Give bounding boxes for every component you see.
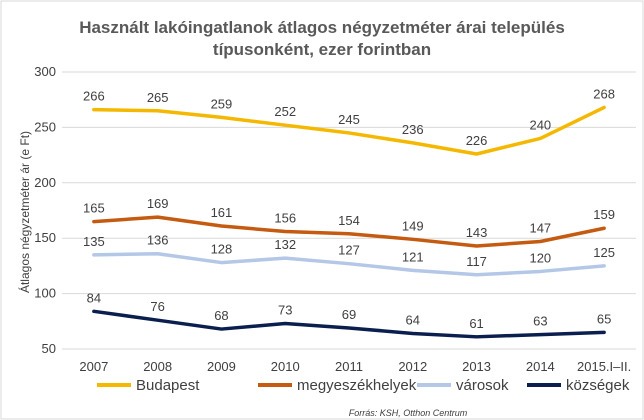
- legend: Budapest megyeszékhelyek városok községek: [97, 377, 630, 394]
- series-line-0: [92, 105, 606, 156]
- data-label: 125: [593, 245, 615, 260]
- data-label: 76: [150, 299, 164, 314]
- x-tick-label: 2010: [271, 359, 300, 374]
- data-label: 69: [342, 307, 356, 322]
- data-label: 165: [83, 201, 105, 216]
- data-label: 154: [338, 213, 360, 228]
- data-label: 64: [406, 312, 420, 327]
- x-tick-label: 2007: [79, 359, 108, 374]
- x-tick-label: 2014: [526, 359, 555, 374]
- data-label: 259: [211, 96, 233, 111]
- data-label: 127: [338, 243, 360, 258]
- series-line-3: [92, 309, 606, 339]
- x-tick-label: 2012: [398, 359, 427, 374]
- grid: [62, 71, 636, 350]
- y-axis-label: Átlagos négyzetméter ár (e Ft): [17, 131, 32, 293]
- y-axis-ticks: 50 100 150 200 250 300: [34, 64, 56, 356]
- x-tick-label: 2013: [462, 359, 491, 374]
- x-axis-ticks: 2007 2008 2009 2010 2011 2012 2013 2014 2015.I–I…: [79, 359, 631, 374]
- data-label: 135: [83, 234, 105, 249]
- data-label: 169: [147, 196, 169, 211]
- x-tick-label: 2008: [143, 359, 172, 374]
- data-label: 68: [214, 308, 228, 323]
- data-label: 156: [274, 211, 296, 226]
- data-label: 245: [338, 112, 360, 127]
- data-label: 226: [466, 133, 488, 148]
- data-label: 159: [593, 207, 615, 222]
- data-label: 149: [402, 218, 424, 233]
- legend-label-2: városok: [456, 377, 509, 394]
- data-label: 120: [529, 250, 551, 265]
- data-label: 61: [469, 316, 483, 331]
- y-tick-label: 300: [34, 64, 56, 79]
- data-label: 265: [147, 90, 169, 105]
- data-label: 65: [597, 311, 611, 326]
- y-tick-label: 150: [34, 230, 56, 245]
- data-label: 128: [211, 242, 233, 257]
- y-tick-label: 200: [34, 175, 56, 190]
- data-label: 136: [147, 233, 169, 248]
- series-line-2: [92, 251, 606, 277]
- data-label: 117: [466, 254, 487, 269]
- data-label: 147: [529, 221, 551, 236]
- data-label: 268: [593, 86, 615, 101]
- y-tick-label: 100: [34, 286, 56, 301]
- series-lines: [92, 105, 606, 339]
- x-tick-label: 2011: [335, 359, 363, 374]
- chart-title-line-2: típusonként, ezer forintban: [213, 40, 431, 59]
- data-label: 266: [83, 89, 105, 104]
- y-tick-label: 50: [42, 341, 56, 356]
- chart-title-line-1: Használt lakóingatlanok átlagos négyzetm…: [79, 18, 565, 37]
- legend-label-1: megyeszékhelyek: [297, 377, 417, 394]
- data-label: 161: [211, 205, 233, 220]
- data-label: 252: [274, 104, 296, 119]
- legend-label-3: községek: [566, 377, 630, 394]
- data-label: 84: [87, 290, 101, 305]
- data-label: 143: [466, 225, 488, 240]
- data-label: 236: [402, 122, 424, 137]
- series-line-1: [92, 215, 606, 248]
- x-tick-label: 2015.I–II.: [577, 359, 631, 374]
- data-label: 73: [278, 303, 292, 318]
- x-tick-label: 2009: [207, 359, 236, 374]
- y-tick-label: 250: [34, 119, 56, 134]
- data-label: 63: [533, 314, 547, 329]
- data-label: 240: [529, 117, 551, 132]
- legend-label-0: Budapest: [136, 377, 200, 394]
- data-labels: 266 265 259 252 245 236 226 240 268 165 169 161 156 1…: [83, 86, 615, 330]
- data-label: 132: [274, 237, 296, 252]
- source-note: Forrás: KSH, Otthon Centrum: [349, 408, 468, 418]
- data-label: 121: [402, 249, 424, 264]
